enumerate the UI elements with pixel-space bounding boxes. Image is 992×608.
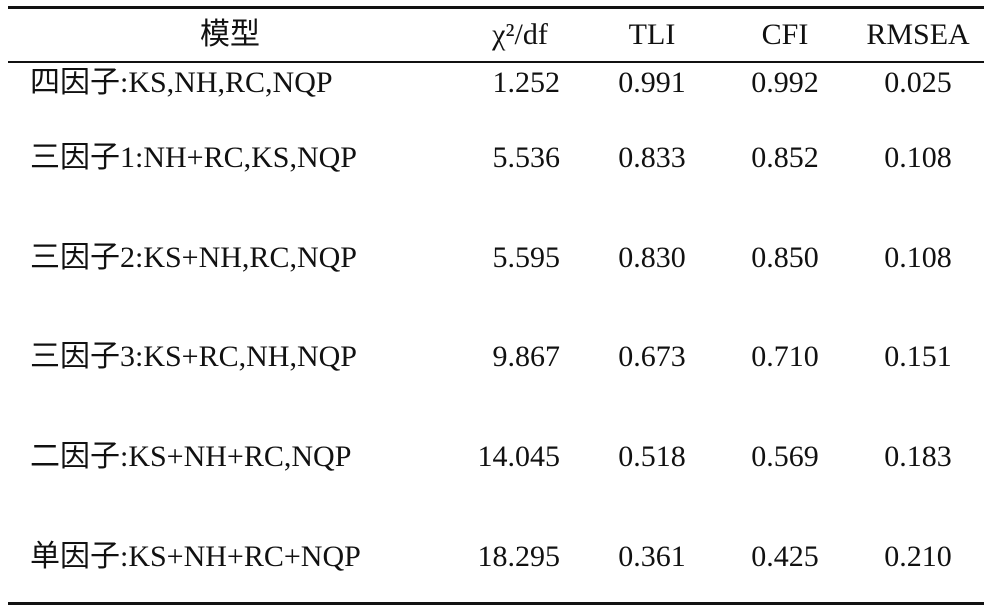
value-cell: 0.852 xyxy=(751,141,819,174)
value-cell: 0.108 xyxy=(884,141,952,174)
value-cell: 9.867 xyxy=(492,340,561,373)
value-cell: 0.108 xyxy=(884,241,952,274)
top-rule xyxy=(8,6,984,9)
bottom-rule xyxy=(8,602,984,605)
header-cell: TLI xyxy=(628,18,676,51)
model-cell: 三因子3:KS+RC,NH,NQP xyxy=(30,340,357,373)
model-cell: 三因子2:KS+NH,RC,NQP xyxy=(30,241,357,274)
value-cell: 0.830 xyxy=(618,241,686,274)
value-cell: 0.210 xyxy=(884,540,952,573)
value-cell: 0.569 xyxy=(751,440,819,473)
value-cell: 0.518 xyxy=(618,440,686,473)
value-cell: 0.425 xyxy=(751,540,819,573)
value-cell: 0.183 xyxy=(884,440,952,473)
value-cell: 0.361 xyxy=(618,540,686,573)
header-cell: RMSEA xyxy=(866,18,970,51)
model-cell: 四因子:KS,NH,RC,NQP xyxy=(30,66,333,99)
value-cell: 5.536 xyxy=(492,141,561,174)
value-cell: 0.833 xyxy=(618,141,686,174)
value-cell: 0.710 xyxy=(751,340,819,373)
value-cell: 0.673 xyxy=(618,340,686,373)
value-cell: 0.151 xyxy=(884,340,952,373)
value-cell: 1.252 xyxy=(492,66,561,99)
model-cell: 单因子:KS+NH+RC+NQP xyxy=(30,540,361,573)
header-cell: 模型 xyxy=(200,18,260,51)
value-cell: 18.295 xyxy=(477,540,561,573)
header-cell: χ²/df xyxy=(492,18,548,51)
model-cell: 三因子1:NH+RC,KS,NQP xyxy=(30,141,357,174)
value-cell: 0.025 xyxy=(884,66,952,99)
value-cell: 14.045 xyxy=(477,440,561,473)
value-cell: 0.850 xyxy=(751,241,819,274)
header-cell: CFI xyxy=(761,18,809,51)
model-cell: 二因子:KS+NH+RC,NQP xyxy=(30,440,352,473)
value-cell: 0.992 xyxy=(751,66,819,99)
value-cell: 0.991 xyxy=(618,66,686,99)
header-rule xyxy=(8,61,984,63)
value-cell: 5.595 xyxy=(492,241,561,274)
